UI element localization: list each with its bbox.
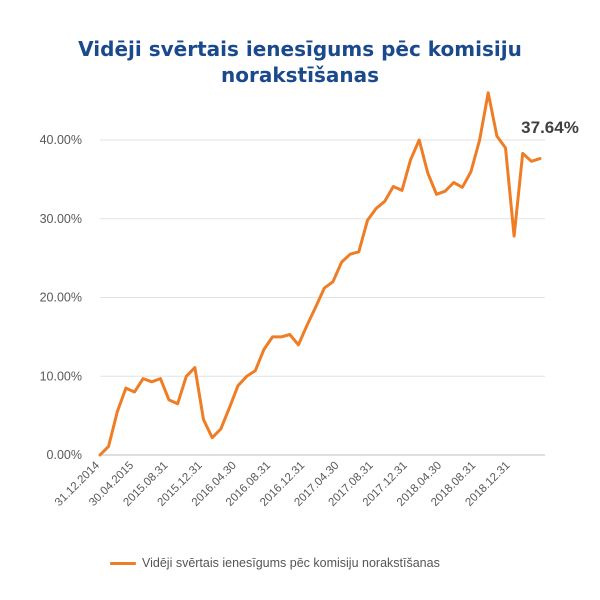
last-value-annotation: 37.64% — [521, 118, 579, 137]
gridlines — [100, 139, 545, 456]
series-layer — [98, 91, 542, 457]
y-tick-label: 40.00% — [40, 133, 82, 147]
y-tick-label: 10.00% — [40, 369, 82, 383]
legend-line-swatch — [110, 561, 136, 565]
series-line — [98, 91, 542, 457]
x-axis-ticks: 31.12.201430.04.20152015.08.312015.12.31… — [53, 459, 513, 509]
y-tick-label: 20.00% — [40, 291, 82, 305]
legend: Vidēji svērtais ienesīgums pēc komisiju … — [110, 553, 530, 573]
y-tick-label: 0.00% — [47, 448, 82, 462]
legend-label: Vidēji svērtais ienesīgums pēc komisiju … — [142, 556, 440, 570]
y-tick-label: 30.00% — [40, 212, 82, 226]
y-axis-ticks: 0.00% 10.00% 20.00% 30.00% 40.00% — [40, 133, 82, 462]
chart-title: Vidēji svērtais ienesīgums pēc komisiju … — [78, 37, 522, 87]
